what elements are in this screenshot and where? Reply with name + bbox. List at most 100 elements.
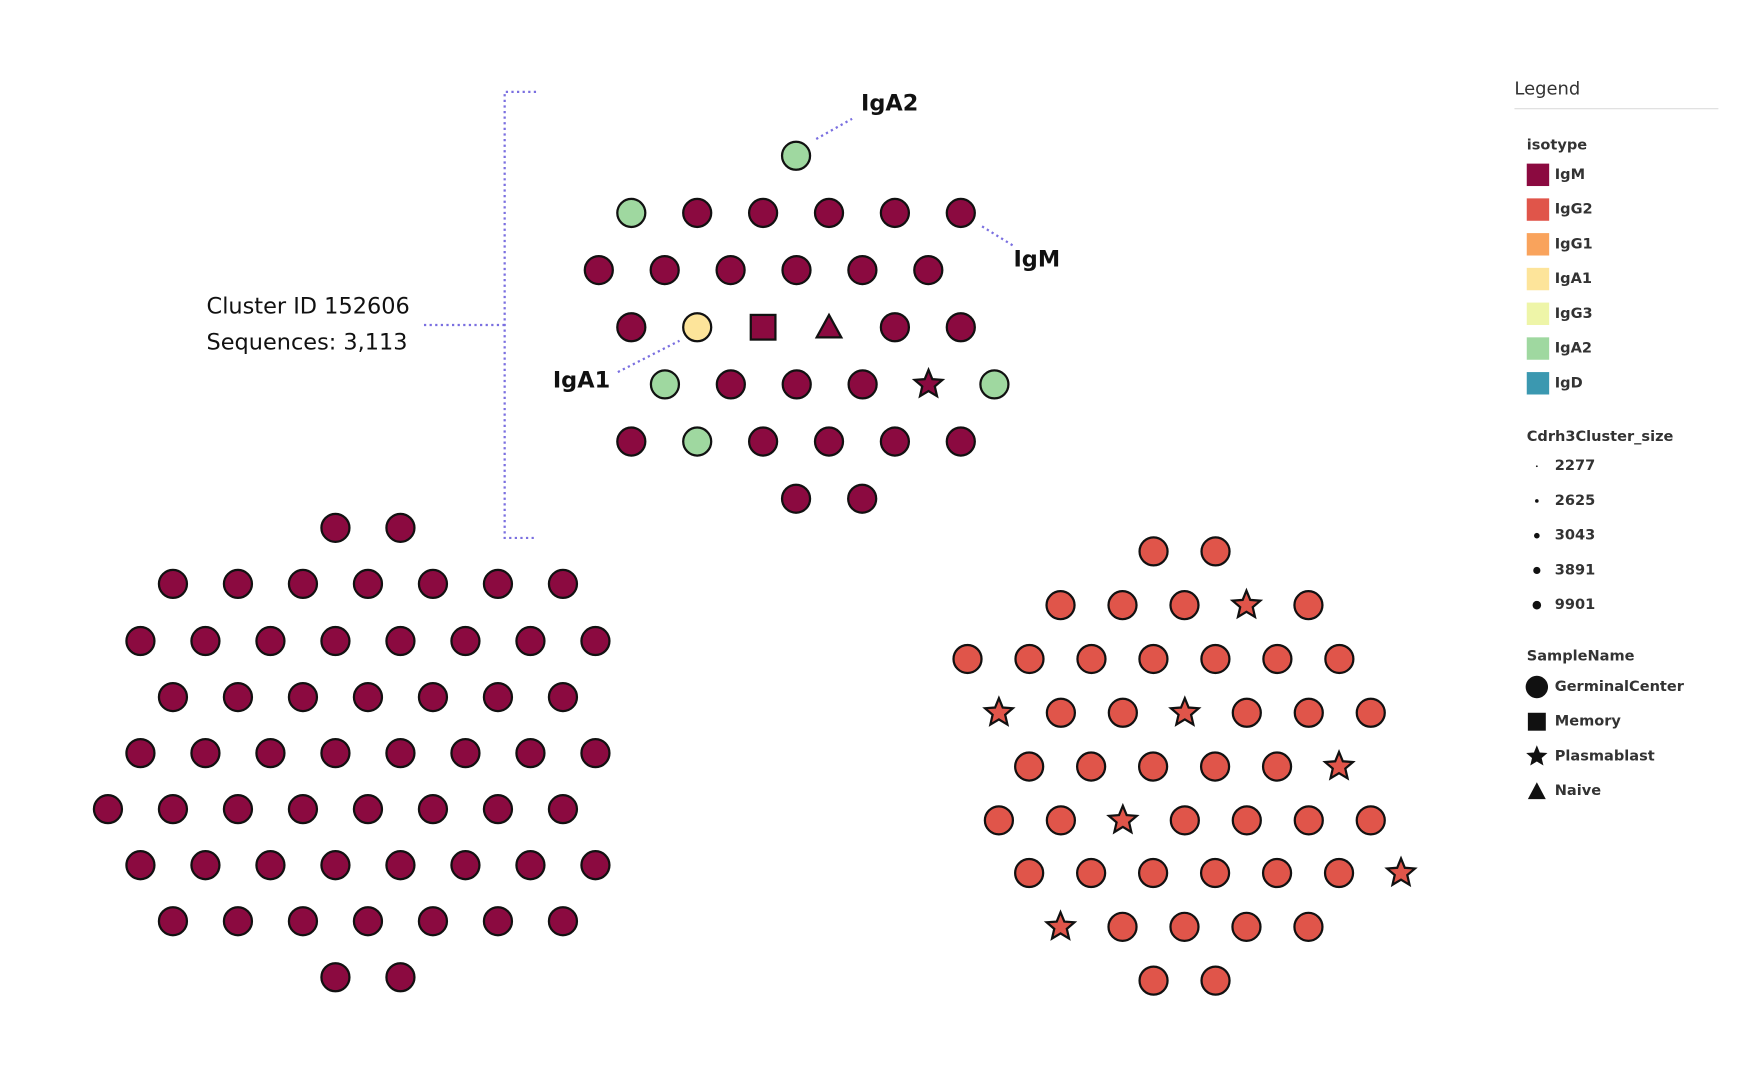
node xyxy=(1199,857,1231,889)
node xyxy=(1045,805,1077,836)
node xyxy=(482,794,514,825)
node xyxy=(157,568,189,600)
callout-label: IgA1 xyxy=(553,368,610,394)
legend-size-dot xyxy=(1535,499,1539,503)
legend-label: IgA1 xyxy=(1555,270,1592,287)
node xyxy=(583,254,614,286)
node xyxy=(385,850,416,881)
node xyxy=(649,369,681,400)
node xyxy=(1137,751,1169,782)
node xyxy=(1014,857,1045,889)
node xyxy=(157,681,189,713)
node xyxy=(190,625,221,657)
node xyxy=(1045,590,1076,621)
node xyxy=(1014,643,1045,675)
node xyxy=(1261,857,1293,889)
node xyxy=(747,197,779,229)
legend-label: 3891 xyxy=(1555,561,1596,578)
node xyxy=(682,426,713,457)
node xyxy=(287,906,319,937)
node xyxy=(222,681,254,713)
legend-swatch xyxy=(1526,163,1550,187)
node xyxy=(616,312,647,343)
legend-label: 9901 xyxy=(1555,596,1596,613)
callout-line xyxy=(981,225,1016,248)
node xyxy=(1293,590,1324,621)
node xyxy=(1355,697,1386,728)
node xyxy=(747,426,779,457)
node xyxy=(450,737,481,769)
node xyxy=(1323,857,1355,889)
node xyxy=(616,426,647,457)
node xyxy=(781,369,812,400)
node xyxy=(1014,751,1045,782)
node xyxy=(952,643,983,675)
legend-label: Plasmablast xyxy=(1555,747,1655,764)
legend-label: IgG1 xyxy=(1555,235,1593,252)
node xyxy=(320,962,351,993)
node xyxy=(715,254,746,286)
node xyxy=(979,369,1010,400)
legend-swatch xyxy=(1526,372,1550,395)
node xyxy=(781,254,812,286)
callout-line xyxy=(815,117,853,140)
legend-title: Legend xyxy=(1514,79,1580,100)
legend-section-title: SampleName xyxy=(1527,648,1635,665)
node xyxy=(1138,965,1169,996)
node xyxy=(385,737,416,769)
node xyxy=(1231,697,1262,728)
node xyxy=(190,737,221,769)
node xyxy=(157,794,189,825)
node xyxy=(682,312,713,343)
node xyxy=(780,483,812,514)
node xyxy=(813,197,845,229)
node xyxy=(847,254,878,286)
node xyxy=(1138,643,1169,675)
node xyxy=(287,681,319,713)
node xyxy=(287,794,319,825)
node xyxy=(320,850,351,881)
node xyxy=(1138,536,1169,567)
legend-label: 2277 xyxy=(1555,457,1596,474)
node xyxy=(1200,536,1231,567)
node xyxy=(515,737,546,769)
node xyxy=(1076,857,1107,889)
node xyxy=(847,369,878,400)
node xyxy=(1261,751,1293,782)
node xyxy=(982,695,1016,727)
node xyxy=(417,681,449,713)
node xyxy=(983,805,1015,836)
node xyxy=(616,197,647,229)
node xyxy=(1293,911,1324,942)
node xyxy=(879,312,911,343)
node xyxy=(649,254,680,286)
node xyxy=(847,483,878,514)
node xyxy=(1229,587,1264,620)
legend-shape xyxy=(1527,782,1546,800)
node xyxy=(320,625,351,657)
legend-shape xyxy=(1526,745,1548,766)
sequence-count: Sequences: 3,113 xyxy=(207,329,408,355)
node xyxy=(1324,643,1355,675)
node xyxy=(1169,590,1200,621)
node xyxy=(1076,643,1107,675)
legend-size-dot xyxy=(1534,532,1540,539)
node xyxy=(515,850,546,881)
legend-label: GerminalCenter xyxy=(1555,678,1685,695)
node xyxy=(1137,857,1169,889)
node xyxy=(945,197,976,229)
node xyxy=(417,906,449,937)
node xyxy=(352,568,384,600)
node xyxy=(749,313,777,341)
node xyxy=(417,794,449,825)
node xyxy=(879,426,911,457)
legend-label: Memory xyxy=(1555,713,1622,730)
legend-label: IgG3 xyxy=(1555,305,1593,322)
node xyxy=(190,850,221,881)
node xyxy=(1107,911,1138,942)
node xyxy=(1169,805,1200,836)
node xyxy=(320,512,351,543)
node xyxy=(255,850,286,881)
legend-label: 2625 xyxy=(1555,492,1596,509)
node xyxy=(1293,805,1324,836)
